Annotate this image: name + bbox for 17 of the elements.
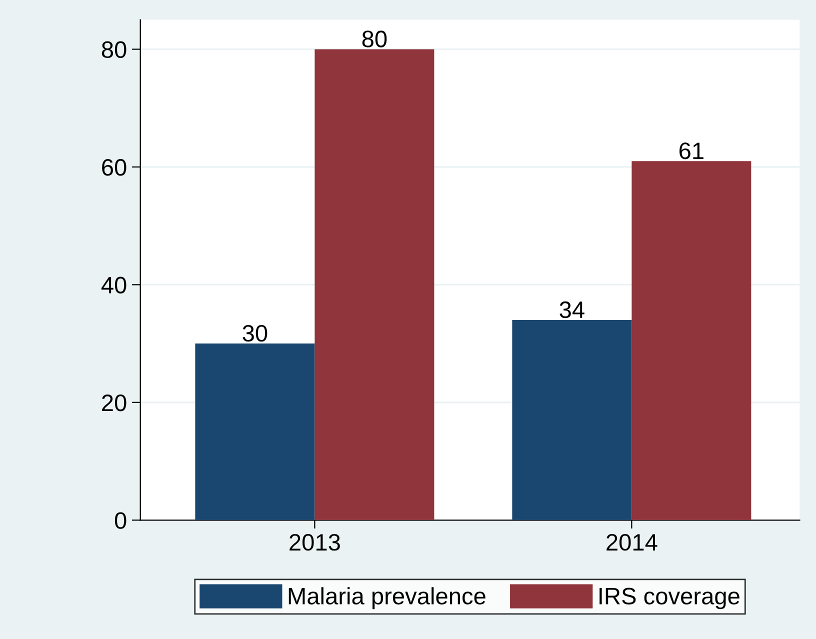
legend-label: Malaria prevalence <box>288 587 486 610</box>
bar <box>512 320 632 520</box>
data-label: 61 <box>680 142 704 160</box>
legend-label: IRS coverage <box>600 588 740 610</box>
y-tick-label: 0 <box>114 512 126 529</box>
y-tick-label: 20 <box>102 394 126 412</box>
y-tick-label: 60 <box>102 159 126 176</box>
y-tick-label: 80 <box>102 41 126 58</box>
y-tick-label: 40 <box>101 276 126 294</box>
data-label: 30 <box>242 324 268 342</box>
bar <box>632 161 752 520</box>
x-tick-label: 2014 <box>606 534 658 551</box>
bar <box>195 344 315 520</box>
data-label: 34 <box>560 301 584 318</box>
bar <box>314 49 434 520</box>
data-label: 80 <box>362 30 387 48</box>
x-tick-label: 2013 <box>290 534 340 551</box>
